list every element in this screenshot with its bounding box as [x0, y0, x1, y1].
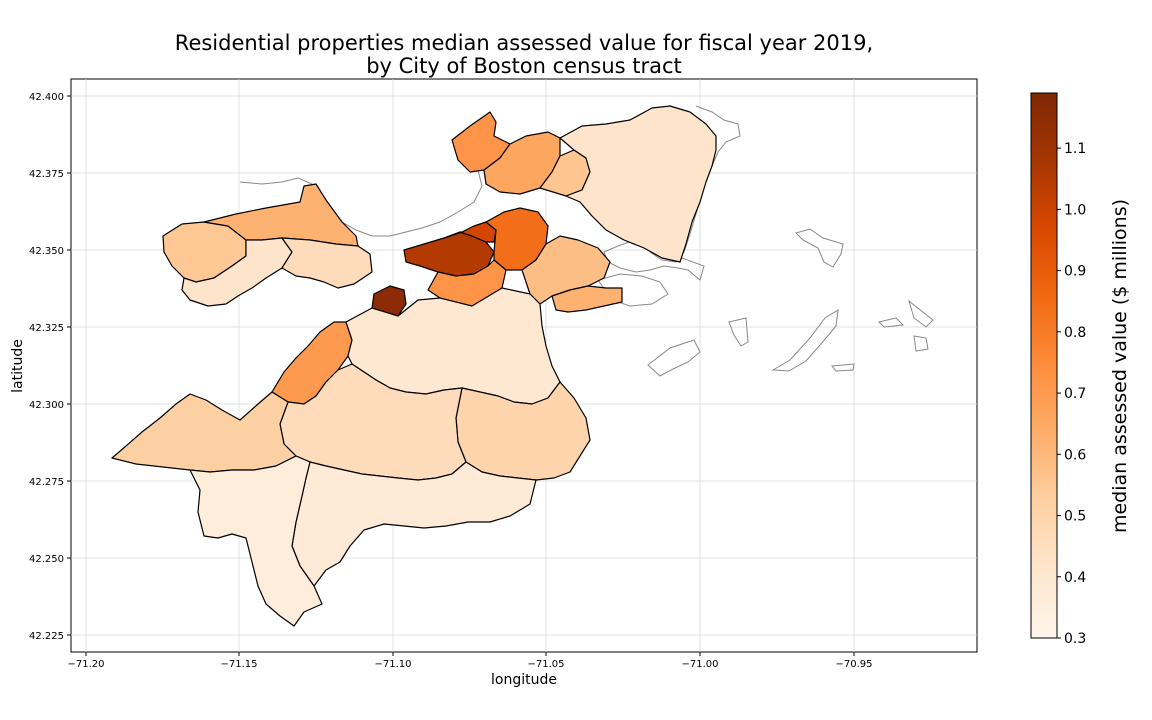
chart-title-line-2: by City of Boston census tract [366, 54, 682, 78]
y-tick-label: 42.225 [29, 631, 64, 642]
colorbar-tick-label: 1.1 [1064, 141, 1086, 157]
x-tick-label: −70.95 [835, 659, 872, 670]
map-layer [111, 105, 934, 627]
y-tick-label: 42.300 [29, 400, 64, 411]
x-tick-label: −71.00 [681, 659, 718, 670]
y-tick-label: 42.275 [29, 477, 64, 488]
census-tract-region [551, 285, 623, 313]
y-tick-label: 42.375 [29, 169, 64, 180]
census-tract-region [189, 455, 323, 627]
y-tick-label: 42.350 [29, 246, 64, 257]
y-axis-ticks: 42.400 42.375 42.350 42.325 42.300 42.275 42.2… [29, 92, 71, 642]
coastline-long-island [771, 309, 839, 372]
chart-title-line-1: Residential properties median assessed v… [175, 31, 873, 55]
x-tick-label: −71.10 [374, 659, 411, 670]
colorbar-tick-label: 0.4 [1064, 570, 1086, 586]
census-tracts [111, 105, 717, 627]
colorbar-tick-label: 0.6 [1064, 447, 1086, 463]
colorbar-tick-label: 0.5 [1064, 509, 1086, 525]
colorbar-tick-label: 1.0 [1064, 202, 1086, 218]
x-axis-label: longitude [491, 672, 557, 688]
y-tick-label: 42.400 [29, 92, 64, 103]
x-tick-label: −71.15 [220, 659, 257, 670]
coastline-harbor-islands [795, 228, 844, 268]
colorbar-tick-label: 0.8 [1064, 325, 1086, 341]
coastline-thompson-island [647, 339, 701, 377]
census-tract-region [559, 105, 717, 263]
y-tick-label: 42.250 [29, 554, 64, 565]
y-axis-label: latitude [10, 339, 26, 393]
census-tract-region [111, 391, 297, 473]
census-tract-region [281, 237, 373, 289]
colorbar-tick-label: 0.3 [1064, 631, 1086, 647]
x-tick-label: −71.20 [67, 659, 104, 670]
coastline-east-islands [831, 299, 934, 372]
colorbar-tick-label: 0.9 [1064, 264, 1086, 280]
y-tick-label: 42.325 [29, 323, 64, 334]
x-tick-label: −71.05 [527, 659, 564, 670]
coastline-river [239, 169, 483, 237]
x-axis-ticks: −71.20 −71.15 −71.10 −71.05 −71.00 −70.95 [67, 652, 873, 670]
coastline-moon-island [728, 317, 749, 347]
colorbar-ticks: 0.3 0.4 0.5 0.6 0.7 0.8 0.9 1.0 1.1 [1057, 141, 1086, 647]
colorbar [1030, 92, 1058, 639]
colorbar-tick-label: 0.7 [1064, 386, 1086, 402]
census-tract-region [521, 235, 611, 305]
colorbar-label: median assessed value ($ millions) [1109, 199, 1131, 533]
